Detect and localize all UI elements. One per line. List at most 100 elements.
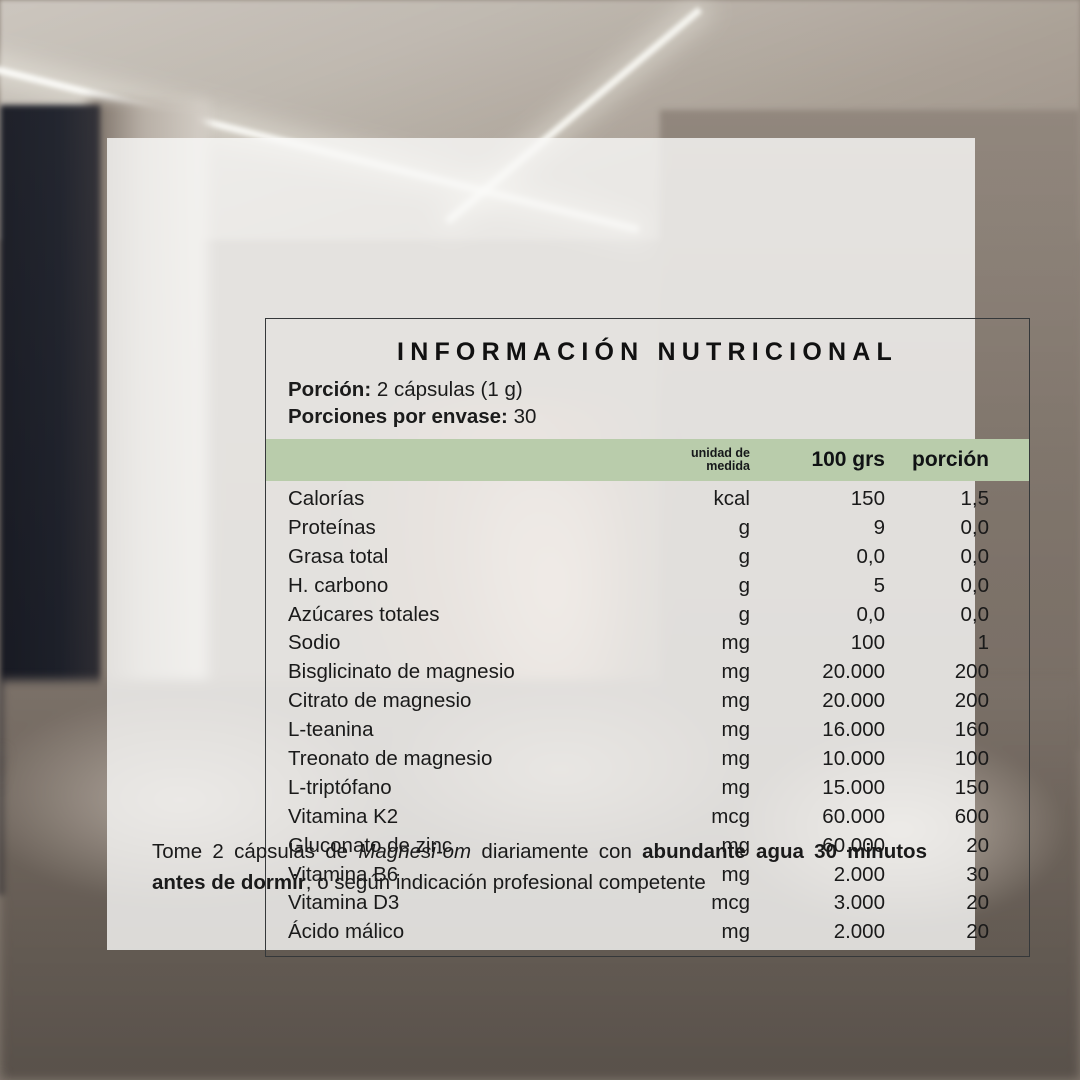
row-value-per-100g: 0,0 (856, 602, 886, 626)
row-nutrient-name: L-triptófano (288, 775, 392, 799)
row-nutrient-name: Sodio (288, 631, 341, 655)
row-unit: g (738, 515, 750, 539)
table-row: Citrato de magnesio mg 20.000 200 (266, 689, 1029, 718)
row-value-per-100g: 20.000 (822, 689, 885, 713)
row-nutrient-name: Citrato de magnesio (288, 689, 472, 713)
row-value-per-portion: 150 (954, 775, 989, 799)
row-value-per-100g: 5 (873, 573, 885, 597)
row-value-per-100g: 0,0 (856, 544, 886, 568)
row-value-per-portion: 20 (966, 833, 989, 857)
row-unit: mg (721, 920, 750, 944)
row-value-per-100g: 3.000 (833, 891, 885, 915)
row-value-per-100g: 60.000 (822, 804, 885, 828)
row-value-per-portion: 0,0 (960, 544, 990, 568)
table-row: Calorías kcal 150 1,5 (266, 487, 1029, 516)
usage-instructions: Tome 2 cápsulas de Magnesi-om diariament… (152, 836, 927, 898)
table-row: L-triptófano mg 15.000 150 (266, 776, 1029, 805)
row-value-per-100g: 15.000 (822, 775, 885, 799)
serving-per-container-line: Porciones por envase: 30 (288, 404, 1029, 431)
serving-per-container-value: 30 (513, 404, 537, 428)
row-value-per-100g: 10.000 (822, 747, 885, 771)
row-nutrient-name: Vitamina D3 (288, 891, 400, 915)
nutrition-label-panel: INFORMACIÓN NUTRICIONAL Porción: 2 cápsu… (107, 138, 1030, 957)
instructions-emphasis: abundante agua 30 minutos antes de dormi… (152, 840, 927, 894)
row-value-per-portion: 20 (966, 891, 989, 915)
row-nutrient-name: Calorías (288, 487, 365, 510)
row-value-per-100g: 9 (873, 515, 885, 539)
row-nutrient-name: Vitamina B6 (288, 862, 399, 886)
row-value-per-100g: 20.000 (822, 660, 885, 684)
row-nutrient-name: Treonato de magnesio (288, 747, 493, 771)
row-value-per-100g: 2.000 (833, 862, 885, 886)
row-value-per-portion: 100 (954, 747, 989, 771)
row-value-per-portion: 0,0 (960, 573, 990, 597)
table-row: Ácido málico mg 2.000 20 (266, 920, 1029, 949)
row-value-per-portion: 200 (954, 660, 989, 684)
instructions-part-1: Tome 2 cápsulas de (152, 840, 359, 863)
row-unit: mg (721, 747, 750, 771)
row-unit: mg (721, 660, 750, 684)
table-row: Vitamina K2 mcg 60.000 600 (266, 805, 1029, 834)
row-nutrient-name: Azúcares totales (288, 602, 440, 626)
column-header-unit: unidad de medida (640, 445, 750, 474)
row-unit: mg (721, 718, 750, 742)
row-nutrient-name: Bisglicinato de magnesio (288, 660, 515, 684)
row-unit: mg (721, 775, 750, 799)
row-nutrient-name: Proteínas (288, 515, 376, 539)
row-value-per-portion: 600 (954, 804, 989, 828)
serving-portion-value: 2 cápsulas (1 g) (376, 378, 523, 401)
table-row: Gluconato de zinc mg 60.000 20 (266, 834, 1029, 863)
row-unit: mg (721, 862, 750, 886)
row-value-per-100g: 2.000 (833, 920, 885, 944)
row-unit: g (738, 544, 750, 568)
table-row: Azúcares totales g 0,0 0,0 (266, 603, 1029, 632)
row-nutrient-name: H. carbono (288, 573, 389, 597)
brand-name: Magnesi-om (358, 840, 472, 863)
table-row: H. carbono g 5 0,0 (266, 574, 1029, 603)
row-value-per-portion: 30 (966, 862, 989, 886)
row-value-per-100g: 100 (850, 631, 885, 655)
row-nutrient-name: L-teanina (288, 718, 374, 742)
row-value-per-100g: 150 (850, 487, 885, 510)
table-row: Proteínas g 9 0,0 (266, 516, 1029, 545)
serving-portion-line: Porción: 2 cápsulas (1 g) (288, 377, 1029, 404)
row-unit: g (738, 602, 750, 626)
instructions-part-2: diariamente con (471, 840, 643, 863)
row-nutrient-name: Vitamina K2 (288, 804, 399, 828)
column-header-unit-line2: medida (706, 459, 750, 473)
row-unit: mg (721, 689, 750, 713)
column-header-per-100g: 100 grs (811, 448, 885, 471)
serving-info: Porción: 2 cápsulas (1 g) Porciones por … (266, 367, 1029, 430)
nutrition-table-frame: INFORMACIÓN NUTRICIONAL Porción: 2 cápsu… (265, 318, 1030, 957)
row-unit: g (738, 573, 750, 597)
table-header-row: unidad de medida 100 grs porción (266, 439, 1029, 481)
serving-per-container-label: Porciones por envase: (288, 404, 508, 428)
row-value-per-portion: 1 (977, 631, 989, 655)
page-title: INFORMACIÓN NUTRICIONAL (397, 338, 898, 366)
table-row: Treonato de magnesio mg 10.000 100 (266, 747, 1029, 776)
table-row: Vitamina D3 mcg 3.000 20 (266, 891, 1029, 920)
row-unit: mg (721, 631, 750, 655)
table-body: Calorías kcal 150 1,5 Proteínas g 9 0,0 Grasa to… (266, 481, 1029, 949)
serving-portion-label: Porción: (288, 378, 372, 401)
row-value-per-portion: 0,0 (960, 602, 990, 626)
row-value-per-100g: 60.000 (822, 833, 885, 857)
row-nutrient-name: Ácido málico (288, 920, 405, 944)
table-row: Grasa total g 0,0 0,0 (266, 545, 1029, 574)
row-value-per-portion: 0,0 (960, 515, 990, 539)
row-value-per-portion: 20 (966, 920, 989, 944)
table-row: Vitamina B6 mg 2.000 30 (266, 863, 1029, 892)
row-unit: mcg (711, 804, 750, 828)
table-row: L-teanina mg 16.000 160 (266, 718, 1029, 747)
row-unit: kcal (713, 487, 750, 510)
column-header-per-portion: porción (912, 448, 989, 471)
row-value-per-portion: 1,5 (960, 487, 990, 510)
table-row: Bisglicinato de magnesio mg 20.000 200 (266, 660, 1029, 689)
row-value-per-100g: 16.000 (822, 718, 885, 742)
column-header-unit-line1: unidad de (690, 445, 750, 460)
table-row: Sodio mg 100 1 (266, 631, 1029, 660)
row-unit: mcg (711, 891, 750, 915)
row-value-per-portion: 160 (954, 718, 989, 742)
row-unit: mg (721, 833, 750, 857)
row-value-per-portion: 200 (954, 689, 989, 713)
